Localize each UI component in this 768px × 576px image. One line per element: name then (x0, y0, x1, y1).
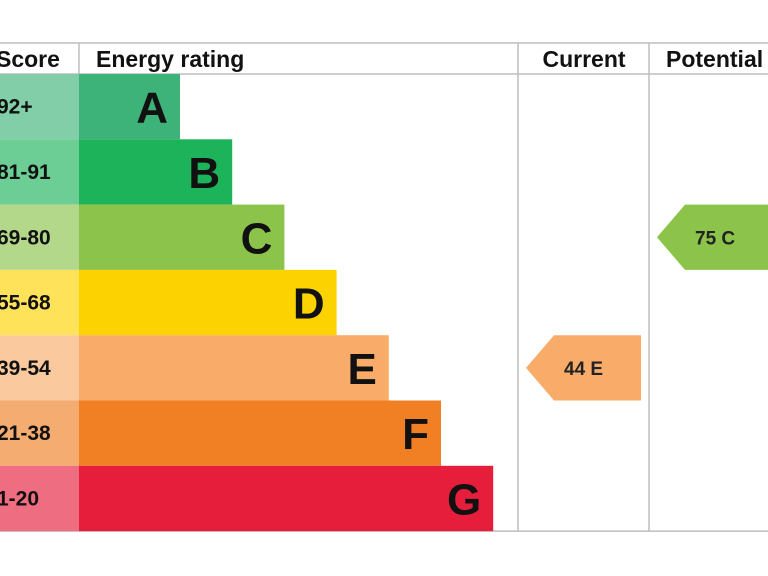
score-cell-a (0, 74, 79, 140)
band-bar-a (79, 74, 180, 140)
score-label-a: 92+ (0, 96, 33, 119)
band-letter-e: E (347, 345, 376, 394)
band-bar-b (79, 139, 233, 205)
current-rating-arrow-label: 44 E (564, 359, 603, 380)
band-bar-g (79, 465, 494, 532)
score-cell-b (0, 139, 79, 205)
score-cell-d (0, 269, 79, 336)
score-cell-e (0, 335, 79, 401)
score-cell-f (0, 400, 79, 466)
band-letter-g: G (447, 475, 481, 524)
score-cell-g (0, 465, 79, 532)
header-score: Score (0, 46, 60, 72)
score-label-e: 39-54 (0, 357, 51, 380)
potential-rating-arrow-label: 75 C (695, 228, 735, 249)
band-bar-e (79, 335, 389, 401)
rating-arrows: 44 E 75 C (526, 204, 768, 401)
header-current: Current (542, 46, 625, 72)
band-letter-c: C (241, 214, 273, 263)
band-letter-d: D (293, 280, 325, 329)
score-label-g: 1-20 (0, 487, 39, 510)
score-cell-c (0, 204, 79, 270)
header-potential: Potential (666, 46, 763, 72)
current-rating-arrow (526, 335, 641, 401)
band-letter-a: A (136, 84, 168, 133)
header-energy-rating: Energy rating (96, 46, 244, 72)
potential-rating-arrow (657, 204, 768, 270)
band-letter-b: B (188, 149, 220, 198)
band-bar-f (79, 400, 441, 466)
score-label-d: 55-68 (0, 292, 51, 315)
score-label-b: 81-91 (0, 161, 51, 184)
band-letter-f: F (402, 410, 429, 459)
score-label-c: 69-80 (0, 226, 51, 249)
band-bar-d (79, 269, 337, 336)
band-bar-c (79, 204, 285, 270)
rating-bands: 92+ A 81-91 B 69-80 C 55-68 D 39-54 E 21-38 F 1-20 G (0, 74, 494, 532)
column-headers: Score Energy rating Current Potential (0, 46, 763, 72)
score-label-f: 21-38 (0, 422, 51, 445)
